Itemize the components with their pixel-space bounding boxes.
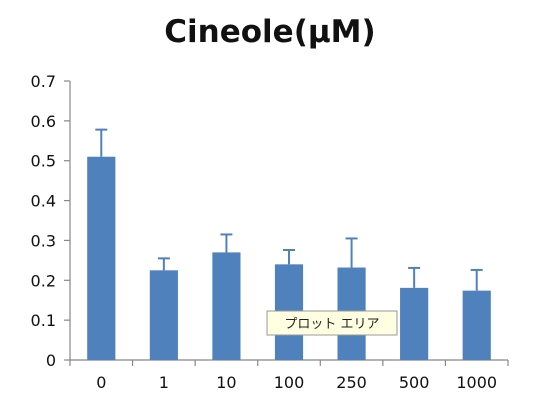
y-tick-label: 0.7 bbox=[31, 72, 56, 91]
bar-10[interactable] bbox=[212, 252, 241, 360]
y-tick-label: 0.2 bbox=[31, 271, 56, 290]
y-axis: 0 0.1 0.2 0.3 0.4 0.5 0.6 0.7 bbox=[31, 72, 71, 370]
bar-0[interactable] bbox=[87, 156, 116, 360]
chart-title: Cineole(μM) bbox=[164, 14, 375, 50]
x-tick-label: 1000 bbox=[456, 373, 497, 392]
bar-500[interactable] bbox=[400, 287, 429, 360]
x-tick-label: 100 bbox=[274, 373, 305, 392]
bar-1[interactable] bbox=[149, 270, 178, 360]
x-axis: 0 1 10 100 250 500 1000 bbox=[69, 359, 509, 392]
y-tick-label: 0.3 bbox=[31, 231, 56, 250]
y-tick-label: 0.5 bbox=[31, 152, 56, 171]
x-tick-label: 1 bbox=[159, 373, 169, 392]
x-tick-label: 500 bbox=[399, 373, 430, 392]
tooltip-box bbox=[266, 310, 398, 336]
bar-1000[interactable] bbox=[462, 290, 491, 360]
y-tick-label: 0.6 bbox=[31, 112, 56, 131]
tooltip-text: プロット エリア bbox=[284, 317, 379, 332]
y-tick-label: 0 bbox=[46, 351, 56, 370]
x-tick-label: 250 bbox=[336, 373, 367, 392]
x-tick-label: 10 bbox=[216, 373, 236, 392]
y-tick-label: 0.4 bbox=[31, 192, 56, 211]
x-tick-label: 0 bbox=[96, 373, 106, 392]
y-tick-label: 0.1 bbox=[31, 311, 56, 330]
error-bars bbox=[95, 128, 483, 291]
plot-area-tooltip: プロット エリア bbox=[266, 310, 398, 336]
